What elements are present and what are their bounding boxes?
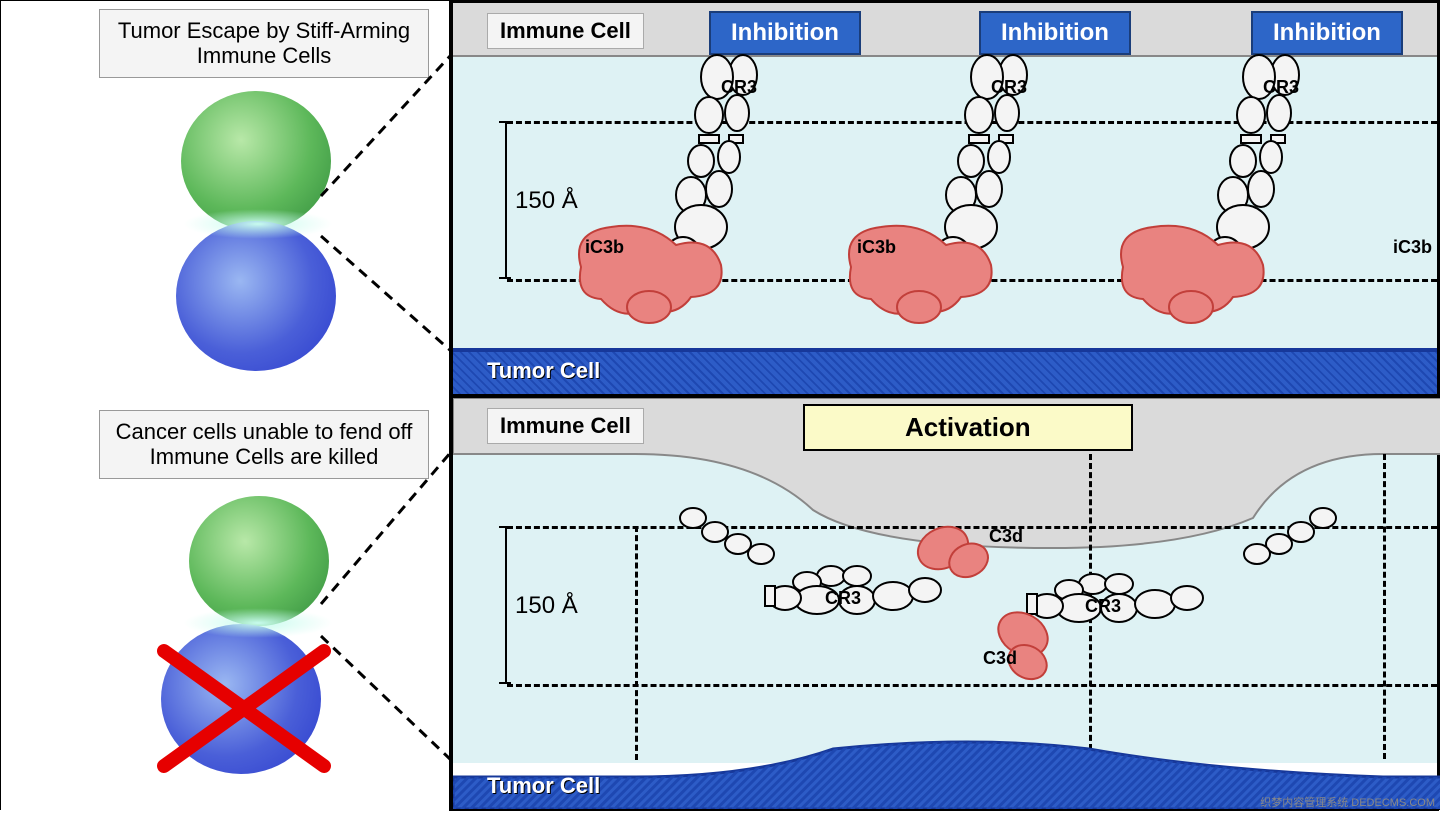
- ic3b-label-2: iC3b: [857, 237, 896, 258]
- cr3-label-2: CR3: [991, 77, 1027, 98]
- top-left-col: Tumor Escape by Stiff-Arming Immune Cell…: [1, 1, 451, 396]
- tumor-strip-top: [453, 348, 1437, 394]
- c3d-label-2: C3d: [983, 648, 1017, 669]
- panel-bottom: Cancer cells unable to fend off Immune C…: [1, 396, 1439, 811]
- projection-lines-bottom: [1, 396, 451, 811]
- cr3-label-b2: CR3: [1085, 596, 1121, 617]
- ic3b-label-3: iC3b: [1393, 237, 1432, 258]
- tumor-label-top: Tumor Cell: [487, 358, 600, 384]
- cr3-label-3: CR3: [1263, 77, 1299, 98]
- top-right-col: Immune Cell Inhibition Inhibition Inhibi…: [451, 1, 1439, 396]
- cr3-label-b1: CR3: [825, 588, 861, 609]
- ic3b-label-1: iC3b: [585, 237, 624, 258]
- bottom-right-col: Immune Cell Activation 150 Å: [451, 396, 1439, 811]
- watermark: 织梦内容管理系统 DEDECMS.COM: [1260, 797, 1435, 809]
- bottom-left-col: Cancer cells unable to fend off Immune C…: [1, 396, 451, 811]
- projection-lines-top: [1, 1, 451, 396]
- tumor-label-bottom: Tumor Cell: [487, 773, 600, 799]
- figure-canvas: Tumor Escape by Stiff-Arming Immune Cell…: [0, 0, 1440, 810]
- receptors-top-svg: [453, 3, 1440, 398]
- cr3-label-1: CR3: [721, 77, 757, 98]
- c3d-label-1: C3d: [989, 526, 1023, 547]
- panel-top: Tumor Escape by Stiff-Arming Immune Cell…: [1, 1, 1439, 396]
